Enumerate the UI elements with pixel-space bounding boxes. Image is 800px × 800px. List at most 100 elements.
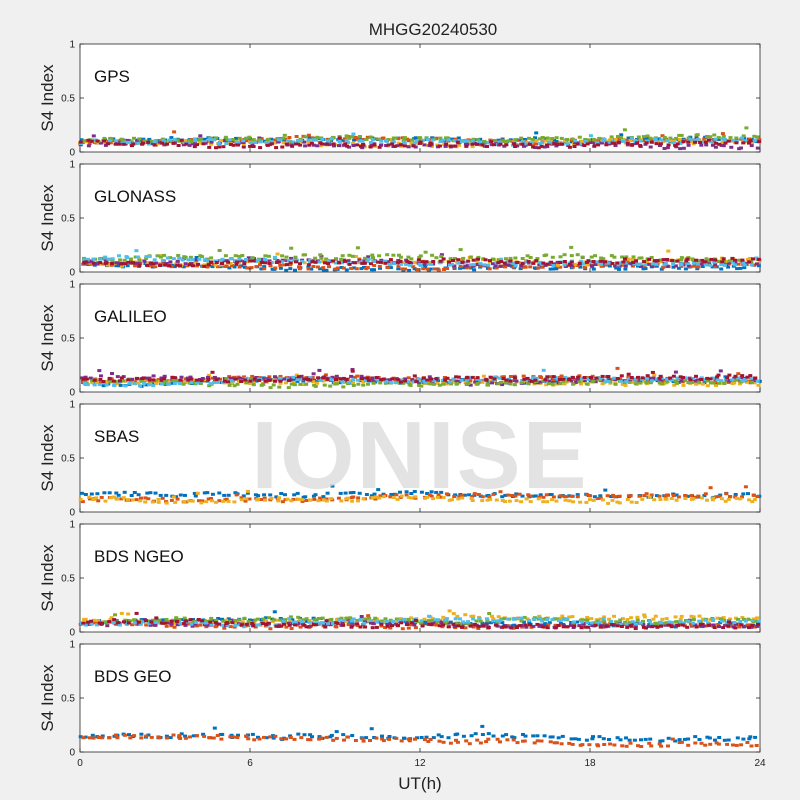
data-point [368, 619, 373, 622]
data-point [237, 379, 241, 383]
data-point [673, 625, 678, 629]
data-point [567, 494, 572, 498]
data-point [125, 498, 130, 502]
data-point [698, 262, 703, 266]
data-point [335, 266, 340, 270]
data-point [480, 143, 485, 147]
data-point [277, 260, 281, 264]
data-point [675, 142, 680, 146]
data-point [159, 621, 164, 625]
data-point [212, 726, 217, 730]
data-point [525, 376, 530, 380]
data-point [673, 739, 678, 743]
data-point [589, 376, 593, 380]
data-point [356, 499, 360, 503]
data-point [447, 498, 452, 502]
data-point [383, 259, 388, 263]
data-point [655, 625, 660, 629]
data-point [596, 744, 601, 748]
data-point [214, 261, 219, 264]
data-point [412, 267, 417, 271]
data-point [246, 489, 250, 493]
data-point [638, 381, 643, 385]
data-point [390, 377, 395, 381]
data-point [330, 484, 335, 488]
data-point [427, 375, 432, 379]
data-point [598, 625, 603, 629]
data-point [410, 378, 415, 382]
data-point [708, 140, 713, 144]
data-point [714, 495, 719, 499]
data-point [477, 140, 482, 144]
data-point [403, 267, 407, 271]
data-point [339, 499, 344, 503]
data-point [678, 375, 683, 379]
data-point [567, 145, 572, 149]
data-point [615, 261, 620, 265]
data-point [202, 137, 207, 141]
data-point [641, 135, 646, 139]
data-point [666, 736, 671, 740]
data-point [609, 135, 614, 139]
data-point [587, 743, 592, 747]
data-point [753, 625, 758, 629]
data-point [749, 625, 754, 629]
data-point [617, 501, 622, 505]
data-point [419, 384, 424, 388]
data-point [225, 623, 230, 627]
data-point [514, 499, 519, 503]
data-point [245, 266, 250, 270]
data-point [551, 495, 556, 499]
data-point [194, 258, 199, 262]
data-point [534, 131, 539, 135]
data-point [201, 142, 206, 146]
data-point [476, 257, 480, 261]
data-point [690, 623, 695, 627]
data-point [404, 623, 409, 626]
data-point [742, 266, 747, 270]
data-point [188, 735, 192, 739]
data-point [600, 378, 605, 382]
data-point [732, 381, 737, 385]
data-point [718, 369, 723, 373]
data-point [338, 377, 343, 381]
data-point [254, 379, 259, 383]
data-point [655, 259, 660, 263]
data-point [720, 619, 724, 623]
data-point [624, 622, 629, 626]
data-point [503, 139, 508, 143]
data-point [90, 379, 94, 383]
data-point [255, 623, 260, 627]
data-point [310, 376, 315, 379]
data-point [388, 138, 393, 141]
data-point [511, 626, 516, 630]
data-point [321, 266, 326, 270]
data-point [304, 625, 309, 629]
data-point [659, 624, 664, 628]
data-point [238, 376, 243, 380]
data-point [519, 616, 524, 620]
data-point [490, 614, 494, 618]
data-point [648, 620, 653, 624]
data-point [413, 495, 418, 499]
data-point [578, 142, 582, 146]
data-point [547, 621, 552, 625]
data-point [391, 496, 396, 500]
data-point [714, 141, 719, 145]
data-point [269, 261, 274, 264]
data-point [712, 626, 717, 629]
data-point [633, 627, 638, 630]
data-point [716, 136, 721, 140]
data-point [579, 618, 584, 622]
data-point [484, 622, 489, 626]
data-point [228, 735, 233, 739]
data-point [430, 253, 435, 257]
data-point [600, 625, 605, 629]
data-point [627, 738, 632, 742]
data-point [288, 736, 293, 739]
data-point [621, 260, 626, 264]
data-point [211, 736, 216, 740]
data-point [174, 379, 179, 383]
data-point [666, 249, 671, 253]
